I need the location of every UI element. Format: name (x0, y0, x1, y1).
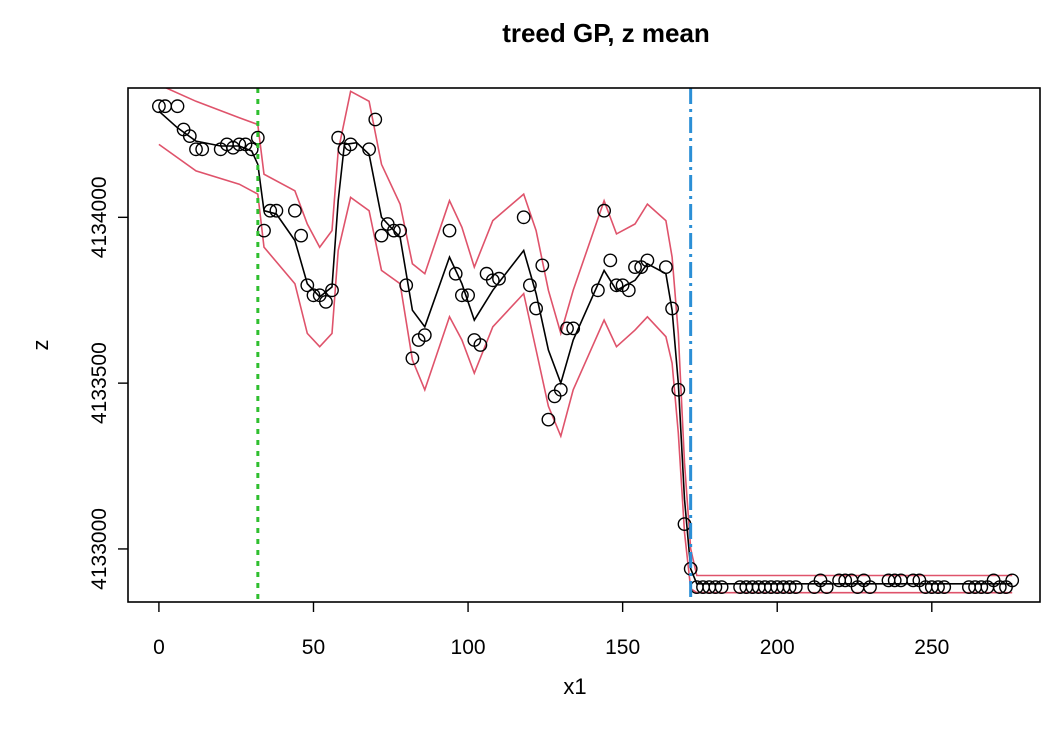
data-point (442, 223, 457, 238)
data-point (417, 328, 432, 342)
data-point (454, 288, 469, 303)
data-point (838, 573, 853, 588)
data-point (659, 260, 673, 274)
data-point (665, 301, 679, 316)
data-point (461, 288, 475, 303)
data-point (819, 580, 834, 594)
plot-layer: 0 50 100 150 200 250 4133000 4133500 4134000 (88, 87, 1041, 659)
data-point (523, 278, 537, 293)
data-point (931, 580, 945, 594)
data-point (560, 321, 574, 336)
data-point (399, 278, 414, 293)
x-tick-label: 150 (605, 636, 640, 659)
x-tick-label: 50 (302, 636, 325, 659)
data-point (708, 580, 723, 594)
data-point (386, 223, 401, 238)
data-point (782, 580, 797, 594)
data-point (937, 580, 952, 594)
mean-line (158, 110, 1013, 585)
y-tick-label: 4134000 (88, 176, 111, 258)
y-axis-label: z (28, 340, 53, 351)
data-point (529, 301, 543, 316)
data-point (306, 288, 321, 303)
data-point (788, 580, 803, 594)
data-point (541, 412, 556, 427)
x-axis-label: x1 (563, 674, 586, 699)
y-tick-label: 4133500 (88, 342, 111, 424)
upper-quantile-line (164, 88, 1013, 577)
data-point (863, 580, 877, 594)
lower-quantile-line (158, 143, 1013, 594)
data-point (170, 99, 185, 114)
data-point (473, 338, 488, 352)
data-point (535, 258, 550, 273)
data-point (269, 203, 284, 218)
data-point (368, 112, 383, 127)
data-point (300, 278, 315, 293)
x-tick-label: 200 (760, 636, 795, 659)
x-tick-label: 100 (451, 636, 486, 659)
data-point (628, 260, 642, 274)
data-point (182, 129, 197, 144)
data-point (244, 142, 259, 157)
data-point (553, 382, 568, 397)
data-point (603, 253, 618, 268)
data-point (448, 266, 463, 281)
data-point (621, 283, 636, 298)
data-point (405, 351, 420, 366)
data-point (609, 278, 624, 293)
data-point (294, 228, 308, 243)
chart-title: treed GP, z mean (502, 18, 710, 48)
data-point (992, 580, 1007, 594)
data-point (331, 130, 346, 145)
data-point (318, 294, 333, 309)
data-point (671, 382, 686, 397)
data-point (887, 573, 902, 588)
plot-frame (127, 87, 1041, 603)
data-point (906, 573, 921, 588)
data-point (566, 321, 581, 336)
data-point (195, 142, 210, 157)
data-point (362, 142, 376, 157)
data-point (714, 580, 729, 594)
x-tick-label: 250 (914, 636, 949, 659)
data-point (232, 137, 247, 152)
data-point (325, 283, 339, 298)
data-point (591, 283, 605, 298)
data-point (974, 580, 989, 594)
data-point (263, 203, 278, 218)
data-point (1005, 573, 1020, 588)
data-point (492, 271, 506, 286)
data-point (516, 210, 531, 225)
data-point (343, 137, 358, 152)
x-tick-label: 0 (153, 636, 165, 659)
data-point (597, 203, 611, 218)
data-point (640, 253, 655, 268)
data-point (189, 142, 203, 157)
data-point (257, 223, 271, 238)
y-tick-label: 4133000 (88, 508, 111, 590)
data-point (374, 228, 389, 243)
data-point (393, 223, 407, 238)
data-point (485, 273, 500, 288)
data-point (287, 203, 302, 218)
data-point (151, 99, 166, 114)
